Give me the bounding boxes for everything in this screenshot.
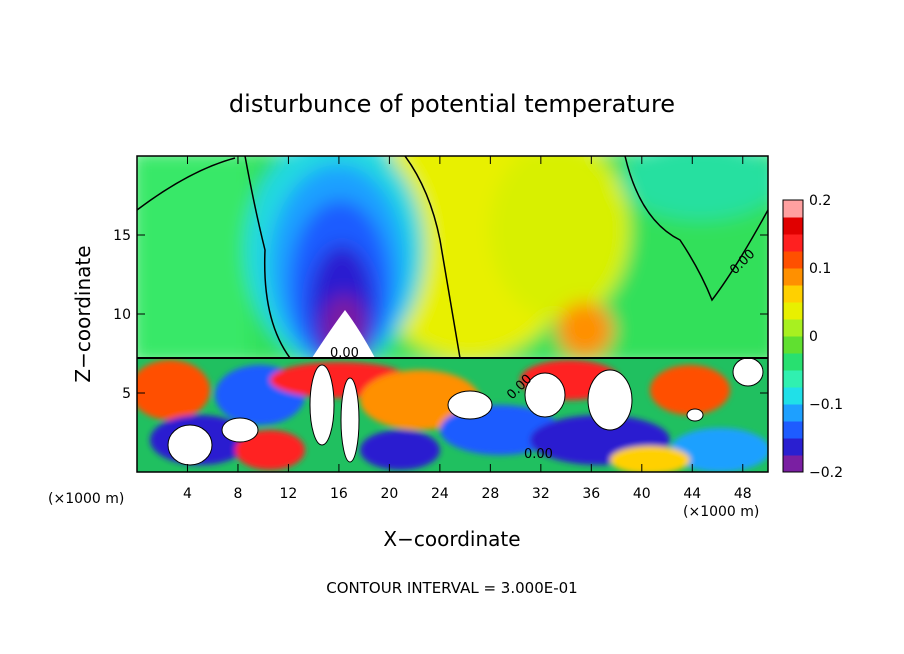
x-axis: 4 8 12 16 20 24 28 32 36 40 44 48 <box>183 156 752 502</box>
colorbar-cell <box>783 438 803 456</box>
colorbar-cell <box>783 302 803 320</box>
white-blobs <box>167 358 764 466</box>
colorbar-tick-label: 0.2 <box>809 193 831 209</box>
white-plume <box>312 310 375 358</box>
colorbar-cell <box>783 387 803 405</box>
y-tick-label: 10 <box>113 307 131 323</box>
colorbar-cell <box>783 285 803 303</box>
colorbar-cell <box>783 421 803 439</box>
lower-field <box>137 358 768 472</box>
x-tick-label: 4 <box>183 486 192 502</box>
y-axis: 5 10 15 <box>113 228 768 402</box>
y-tick-label: 5 <box>122 386 131 402</box>
colorbar-cell <box>783 251 803 269</box>
x-tick-label: 8 <box>233 486 242 502</box>
colorbar-cell <box>783 200 803 218</box>
colorbar-cell <box>783 336 803 354</box>
contour-label: 0.00 <box>524 447 553 462</box>
x-unit-right: (×1000 m) <box>683 504 759 520</box>
colorbar-cell <box>783 404 803 422</box>
colorbar-tick-label: −0.1 <box>809 397 843 413</box>
colorbar-cell <box>783 319 803 337</box>
x-tick-label: 24 <box>431 486 449 502</box>
colorbar: −0.2 −0.1 0 0.1 0.2 <box>782 193 843 481</box>
contour-label: 0.00 <box>330 346 359 361</box>
zero-contours <box>137 156 768 359</box>
colorbar-cell <box>783 353 803 371</box>
colorbar-tick-label: −0.2 <box>809 465 843 481</box>
x-tick-label: 40 <box>633 486 651 502</box>
x-tick-label: 12 <box>280 486 298 502</box>
upper-field <box>137 156 768 370</box>
colorbar-tick-label: 0.1 <box>809 261 831 277</box>
x-unit-left: (×1000 m) <box>48 491 124 507</box>
x-tick-label: 28 <box>481 486 499 502</box>
x-tick-label: 32 <box>532 486 550 502</box>
x-tick-label: 48 <box>734 486 752 502</box>
chart-title: disturbunce of potential temperature <box>229 90 675 118</box>
colorbar-frame <box>782 199 804 473</box>
colorbar-cell <box>783 268 803 286</box>
colorbar-cell <box>783 455 803 473</box>
plot-area <box>137 156 768 472</box>
x-tick-label: 16 <box>330 486 348 502</box>
colorbar-cell <box>783 370 803 388</box>
x-tick-label: 20 <box>380 486 398 502</box>
colorbar-tick-label: 0 <box>809 329 818 345</box>
colorbar-cell <box>783 234 803 252</box>
y-axis-label: Z−coordinate <box>71 245 95 382</box>
x-axis-label: X−coordinate <box>383 527 520 551</box>
x-tick-label: 36 <box>582 486 600 502</box>
colorbar-cell <box>783 217 803 235</box>
contour-interval-note: CONTOUR INTERVAL = 3.000E-01 <box>326 579 577 597</box>
y-tick-label: 15 <box>113 228 131 244</box>
x-tick-label: 44 <box>683 486 701 502</box>
